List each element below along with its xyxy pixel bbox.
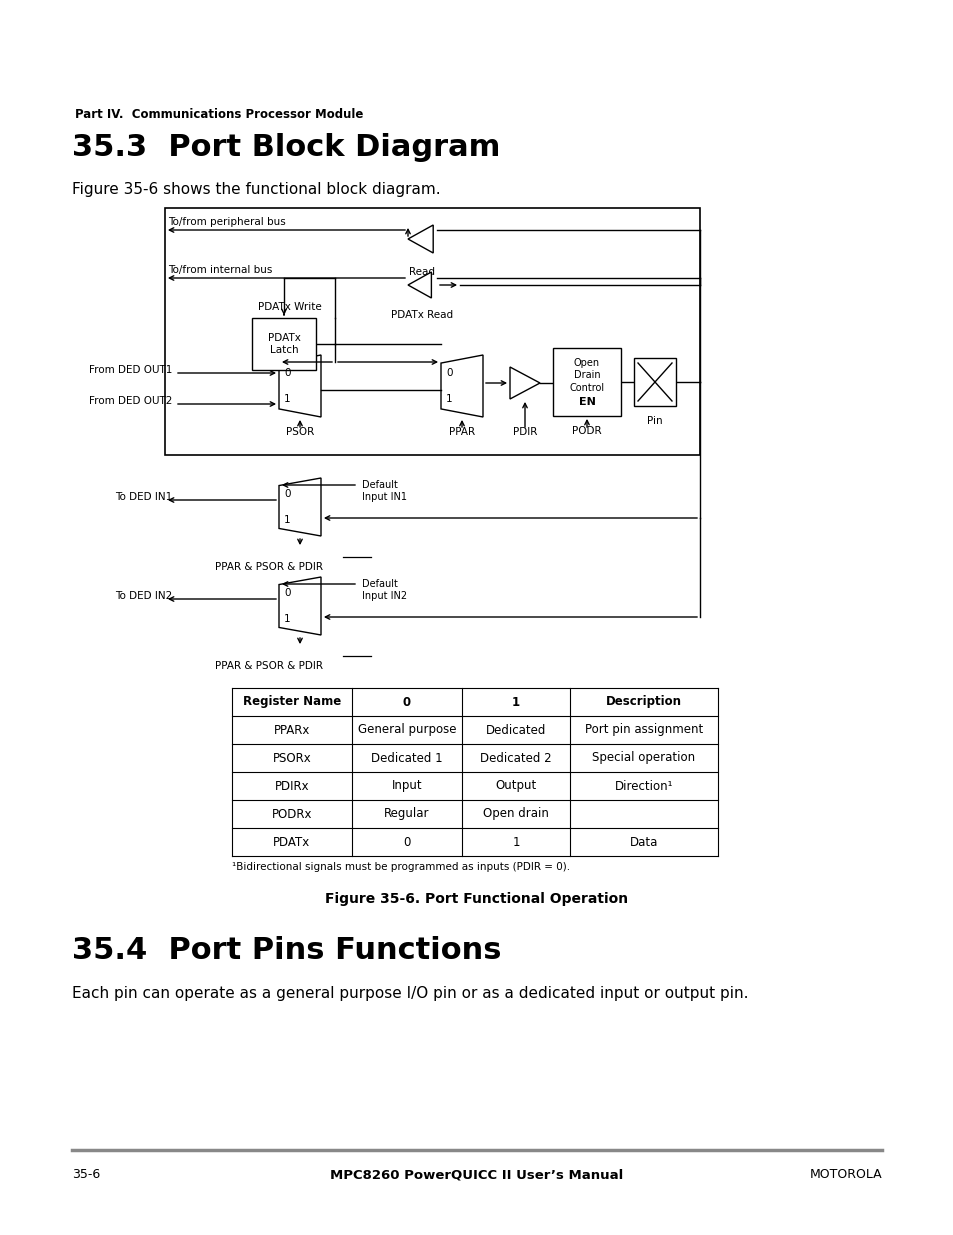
Text: 0: 0 xyxy=(284,489,291,499)
Text: Pin: Pin xyxy=(646,416,662,426)
Text: Direction¹: Direction¹ xyxy=(614,779,673,793)
Text: General purpose: General purpose xyxy=(357,724,456,736)
Text: Register Name: Register Name xyxy=(243,695,341,709)
Text: PPAR & PSOR & PDIR: PPAR & PSOR & PDIR xyxy=(214,562,323,572)
Text: 0: 0 xyxy=(403,836,410,848)
Text: 35.3  Port Block Diagram: 35.3 Port Block Diagram xyxy=(71,133,500,162)
Polygon shape xyxy=(408,272,431,298)
Text: 0: 0 xyxy=(284,588,291,598)
Text: PDATx: PDATx xyxy=(274,836,311,848)
Polygon shape xyxy=(440,354,482,417)
Text: 1: 1 xyxy=(284,614,291,624)
Text: MPC8260 PowerQUICC II User’s Manual: MPC8260 PowerQUICC II User’s Manual xyxy=(330,1168,623,1181)
Text: 1: 1 xyxy=(284,394,291,404)
Text: PDIR: PDIR xyxy=(513,427,537,437)
Text: Default
Input IN1: Default Input IN1 xyxy=(361,480,407,503)
Polygon shape xyxy=(278,478,320,536)
Text: MOTOROLA: MOTOROLA xyxy=(808,1168,882,1181)
Text: Input: Input xyxy=(392,779,422,793)
Text: ¹Bidirectional signals must be programmed as inputs (PDIR = 0).: ¹Bidirectional signals must be programme… xyxy=(232,862,570,872)
Text: Figure 35-6 shows the functional block diagram.: Figure 35-6 shows the functional block d… xyxy=(71,182,440,198)
Text: Default
Input IN2: Default Input IN2 xyxy=(361,579,407,601)
Text: Figure 35-6. Port Functional Operation: Figure 35-6. Port Functional Operation xyxy=(325,892,628,906)
Text: Each pin can operate as a general purpose I/O pin or as a dedicated input or out: Each pin can operate as a general purpos… xyxy=(71,986,748,1002)
Text: Part IV.  Communications Processor Module: Part IV. Communications Processor Module xyxy=(75,107,363,121)
Polygon shape xyxy=(408,225,433,253)
Text: 0: 0 xyxy=(284,368,291,378)
Text: Special operation: Special operation xyxy=(592,752,695,764)
Text: 0: 0 xyxy=(402,695,411,709)
Bar xyxy=(252,317,315,370)
Text: PDATx Write: PDATx Write xyxy=(257,303,321,312)
Text: EN: EN xyxy=(578,396,595,408)
Text: Open drain: Open drain xyxy=(482,808,548,820)
Text: Open
Drain
Control: Open Drain Control xyxy=(569,358,604,393)
Text: 35-6: 35-6 xyxy=(71,1168,100,1181)
Text: Dedicated 1: Dedicated 1 xyxy=(371,752,442,764)
Text: PSOR: PSOR xyxy=(286,427,314,437)
Polygon shape xyxy=(278,354,320,417)
Text: Data: Data xyxy=(629,836,658,848)
Text: To/from internal bus: To/from internal bus xyxy=(168,266,273,275)
Bar xyxy=(165,207,700,454)
Text: 1: 1 xyxy=(446,394,452,404)
Text: Port pin assignment: Port pin assignment xyxy=(584,724,702,736)
Bar xyxy=(553,348,620,416)
Text: PDATx
Latch: PDATx Latch xyxy=(267,332,300,356)
Text: Description: Description xyxy=(605,695,681,709)
Text: Dedicated 2: Dedicated 2 xyxy=(479,752,551,764)
Bar xyxy=(634,358,676,406)
Text: PPAR: PPAR xyxy=(449,427,475,437)
Polygon shape xyxy=(510,367,539,399)
Text: To DED IN2: To DED IN2 xyxy=(114,592,172,601)
Text: Read: Read xyxy=(409,267,435,277)
Text: From DED OUT1: From DED OUT1 xyxy=(89,366,172,375)
Text: PODR: PODR xyxy=(572,426,601,436)
Text: To/from peripheral bus: To/from peripheral bus xyxy=(168,217,286,227)
Text: 1: 1 xyxy=(284,515,291,525)
Text: Regular: Regular xyxy=(384,808,429,820)
Text: PDATx Read: PDATx Read xyxy=(391,310,453,320)
Text: Output: Output xyxy=(495,779,536,793)
Text: From DED OUT2: From DED OUT2 xyxy=(89,396,172,406)
Text: PPAR & PSOR & PDIR: PPAR & PSOR & PDIR xyxy=(214,661,323,671)
Text: Dedicated: Dedicated xyxy=(485,724,546,736)
Text: 1: 1 xyxy=(512,695,519,709)
Text: 0: 0 xyxy=(446,368,452,378)
Text: 35.4  Port Pins Functions: 35.4 Port Pins Functions xyxy=(71,936,501,965)
Text: 1: 1 xyxy=(512,836,519,848)
Text: PDIRx: PDIRx xyxy=(274,779,309,793)
Text: PSORx: PSORx xyxy=(273,752,311,764)
Text: PODRx: PODRx xyxy=(272,808,312,820)
Polygon shape xyxy=(278,577,320,635)
Text: To DED IN1: To DED IN1 xyxy=(114,492,172,501)
Text: PPARx: PPARx xyxy=(274,724,310,736)
